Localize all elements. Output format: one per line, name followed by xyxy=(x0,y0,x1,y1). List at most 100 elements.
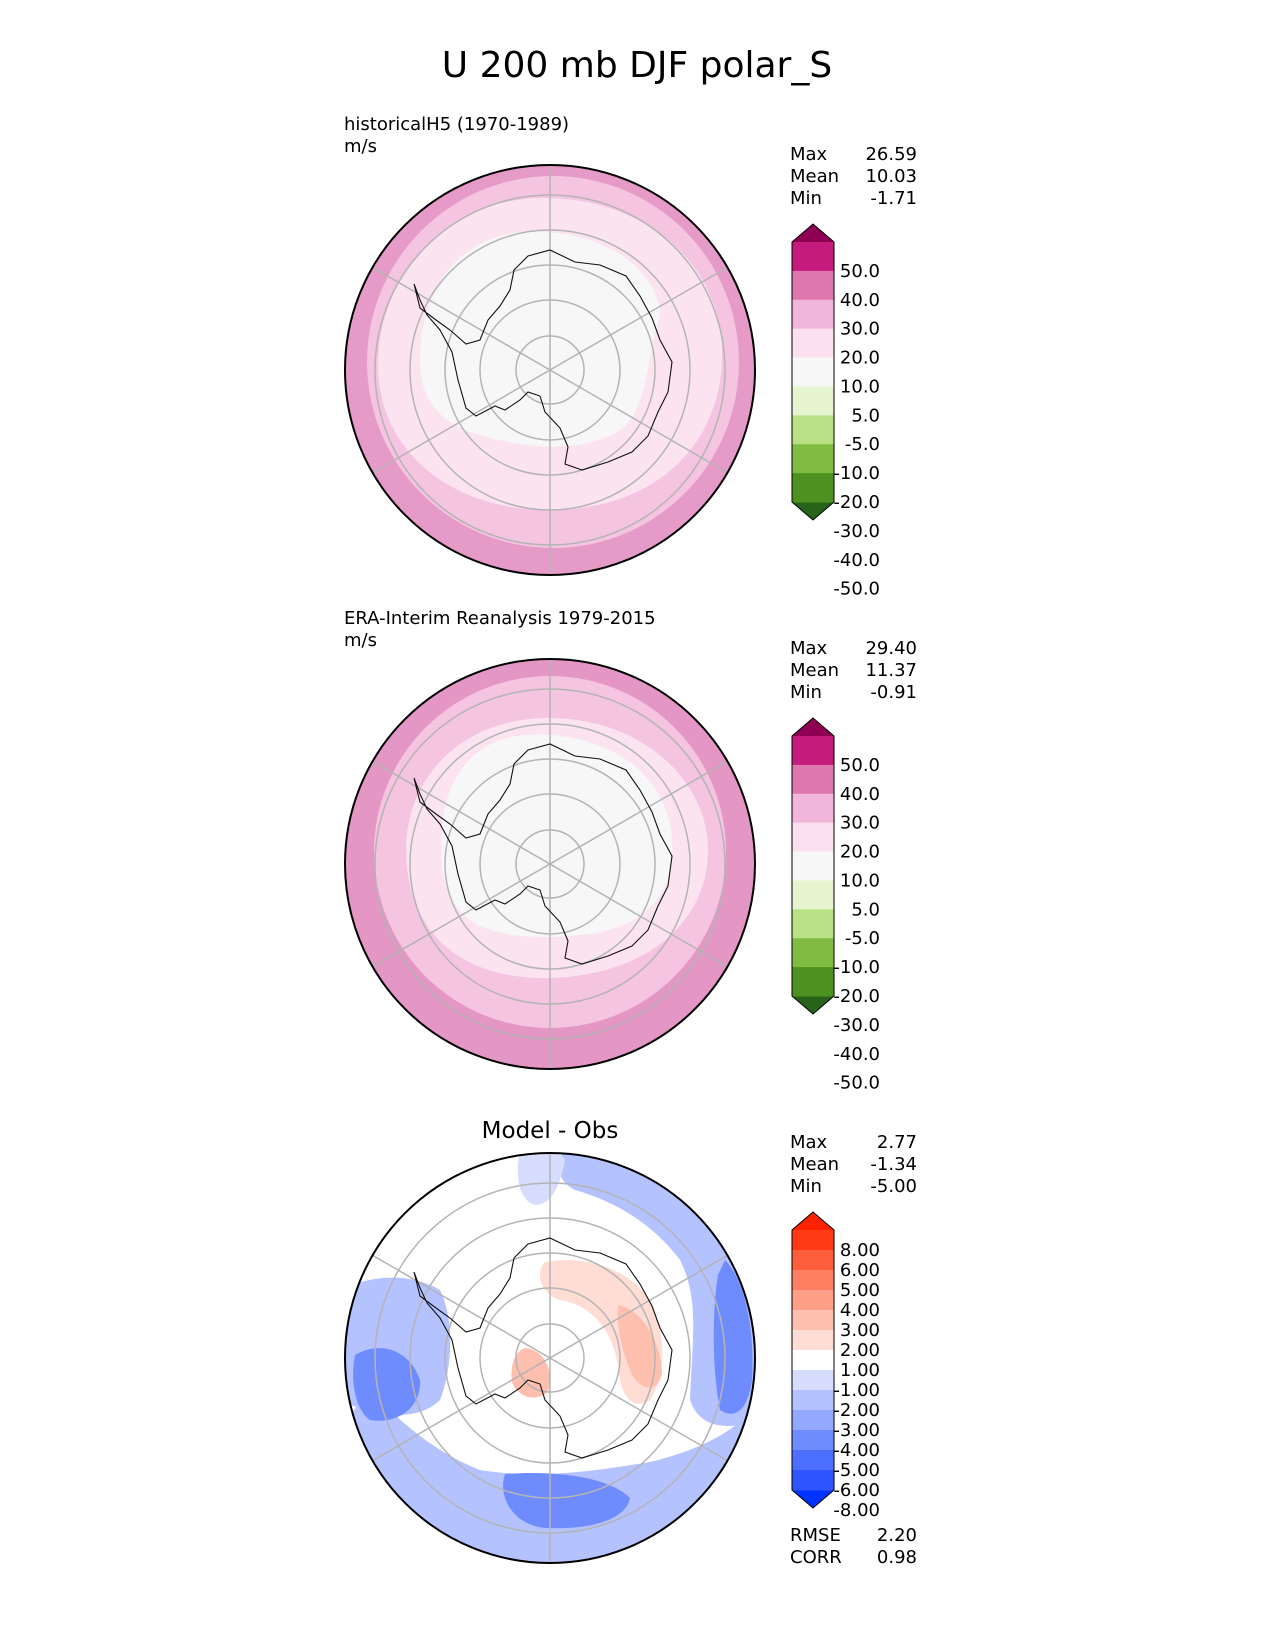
colorbar-tick-label: 20.0 xyxy=(840,348,880,369)
colorbar-tick-label: -10.0 xyxy=(833,463,880,484)
colorbar-tick-label: -6.00 xyxy=(833,1480,880,1501)
colorbar-tick-label: -40.0 xyxy=(833,550,880,571)
colorbar-box xyxy=(792,1230,834,1251)
colorbar-tick-label: -5.0 xyxy=(845,434,880,455)
colorbar-box xyxy=(792,880,834,910)
colorbar-tick-label: -8.00 xyxy=(833,1500,880,1521)
colorbar-box xyxy=(792,938,834,968)
colorbar-tick-label: 5.0 xyxy=(851,405,880,426)
colorbar-box xyxy=(792,793,834,824)
colorbar-box xyxy=(792,967,834,997)
colorbar-tick-label: 40.0 xyxy=(840,784,880,805)
colorbar: 50.0 40.0 30.0 20.0 10.0 5.0 -5.0 -10.0 -20.0 -30… xyxy=(791,717,880,1094)
colorbar-box xyxy=(792,764,834,795)
stat-mean-label: Mean xyxy=(790,1154,839,1175)
stat-mean-value: -1.34 xyxy=(870,1154,917,1175)
colorbar-box xyxy=(792,270,834,301)
colorbar-box xyxy=(792,1310,834,1331)
colorbar-box xyxy=(792,1330,834,1351)
colorbar-tick-label: -30.0 xyxy=(833,1015,880,1036)
skill-block: RMSE CORR 2.20 0.98 xyxy=(790,1525,917,1568)
panel-model: historicalH5 (1970-1989) m/s Max Mean Mi… xyxy=(344,114,917,600)
stats-block: Max Mean Min 26.59 10.03 -1.71 xyxy=(790,144,917,209)
colorbar-tick-label: 50.0 xyxy=(840,261,880,282)
map-boundary xyxy=(344,164,756,576)
stat-min-value: -5.00 xyxy=(870,1176,917,1197)
colorbar-box xyxy=(792,1410,834,1431)
colorbar-tick-label: 3.00 xyxy=(840,1320,880,1341)
colorbar-tick-label: -2.00 xyxy=(833,1400,880,1421)
colorbar-box xyxy=(792,851,834,881)
colorbar-extend-high xyxy=(792,718,834,736)
stats-block: Max Mean Min 29.40 11.37 -0.91 xyxy=(790,638,917,703)
antarctica-coastline xyxy=(413,249,673,471)
stat-min-value: -1.71 xyxy=(870,188,917,209)
colorbar-tick-label: -50.0 xyxy=(833,1073,880,1094)
graticule xyxy=(371,1153,729,1563)
colorbar-box xyxy=(792,909,834,939)
stat-max-value: 26.59 xyxy=(865,144,917,165)
graticule xyxy=(371,165,729,575)
stat-min-label: Min xyxy=(790,682,822,703)
map-band-0ms xyxy=(420,231,660,447)
antarctica-coastline xyxy=(413,743,673,965)
colorbar-tick-label: -5.0 xyxy=(845,928,880,949)
anomaly-region-indian-core xyxy=(713,1260,753,1414)
corr-value: 0.98 xyxy=(877,1547,917,1568)
panel-title: ERA-Interim Reanalysis 1979-2015 xyxy=(344,608,656,629)
colorbar-tick-label: 10.0 xyxy=(840,870,880,891)
colorbar-box xyxy=(792,1390,834,1411)
panel-observation: ERA-Interim Reanalysis 1979-2015 m/s Max… xyxy=(344,608,917,1094)
colorbar-extend-high xyxy=(792,224,834,242)
panel-difference: Model - Obs Max Mean Min 2.77 xyxy=(344,1118,917,1568)
colorbar-tick-label: 10.0 xyxy=(840,376,880,397)
anomaly-region-amery xyxy=(617,1305,662,1388)
colorbar-tick-label: 1.00 xyxy=(840,1360,880,1381)
rmse-label: RMSE xyxy=(790,1525,841,1546)
panel-units: m/s xyxy=(344,630,377,651)
colorbar-box xyxy=(792,1250,834,1271)
colorbar-outline xyxy=(791,717,835,1015)
stat-mean-value: 11.37 xyxy=(865,660,917,681)
anomaly-region-light-blue xyxy=(517,1153,565,1205)
colorbar-box xyxy=(792,822,834,853)
colorbar-box xyxy=(792,1450,834,1471)
colorbar-tick-label: 2.00 xyxy=(840,1340,880,1361)
colorbar-tick-label: -1.00 xyxy=(833,1380,880,1401)
colorbar-tick-label: -5.00 xyxy=(833,1460,880,1481)
colorbar-box xyxy=(792,357,834,387)
colorbar-tick-label: 40.0 xyxy=(840,290,880,311)
colorbar-tick-label: -4.00 xyxy=(833,1440,880,1461)
colorbar: 50.0 40.0 30.0 20.0 10.0 5.0 -5.0 -10.0 -20.0 -30… xyxy=(791,223,880,600)
anomaly-region-pacific-core xyxy=(503,1473,630,1529)
colorbar-box xyxy=(792,1470,834,1491)
colorbar-tick-label: 8.00 xyxy=(840,1240,880,1261)
colorbar-tick-label: 20.0 xyxy=(840,842,880,863)
stat-max-label: Max xyxy=(790,638,828,659)
colorbar-tick-label: -10.0 xyxy=(833,957,880,978)
map-band-0ms xyxy=(441,734,673,938)
graticule xyxy=(371,659,729,1069)
colorbar-box xyxy=(792,736,834,766)
antarctica-coastline xyxy=(413,1237,673,1459)
stat-min-label: Min xyxy=(790,188,822,209)
stat-max-label: Max xyxy=(790,144,828,165)
colorbar: 8.006.005.004.003.002.001.00-1.00-2.00-3… xyxy=(791,1211,880,1521)
stat-max-label: Max xyxy=(790,1132,828,1153)
stat-min-value: -0.91 xyxy=(870,682,917,703)
colorbar-box xyxy=(792,386,834,416)
colorbar-tick-label: 4.00 xyxy=(840,1300,880,1321)
colorbar-box xyxy=(792,444,834,474)
colorbar-extend-low xyxy=(792,996,834,1014)
panel-units: m/s xyxy=(344,136,377,157)
colorbar-outline xyxy=(791,1211,835,1509)
colorbar-box xyxy=(792,415,834,445)
colorbar-box xyxy=(792,328,834,359)
colorbar-tick-label: 5.0 xyxy=(851,899,880,920)
colorbar-box xyxy=(792,1370,834,1391)
panel-title: Model - Obs xyxy=(482,1118,619,1144)
panel-title: historicalH5 (1970-1989) xyxy=(344,114,569,135)
stat-min-label: Min xyxy=(790,1176,822,1197)
colorbar-extend-low xyxy=(792,1490,834,1508)
corr-label: CORR xyxy=(790,1547,842,1568)
